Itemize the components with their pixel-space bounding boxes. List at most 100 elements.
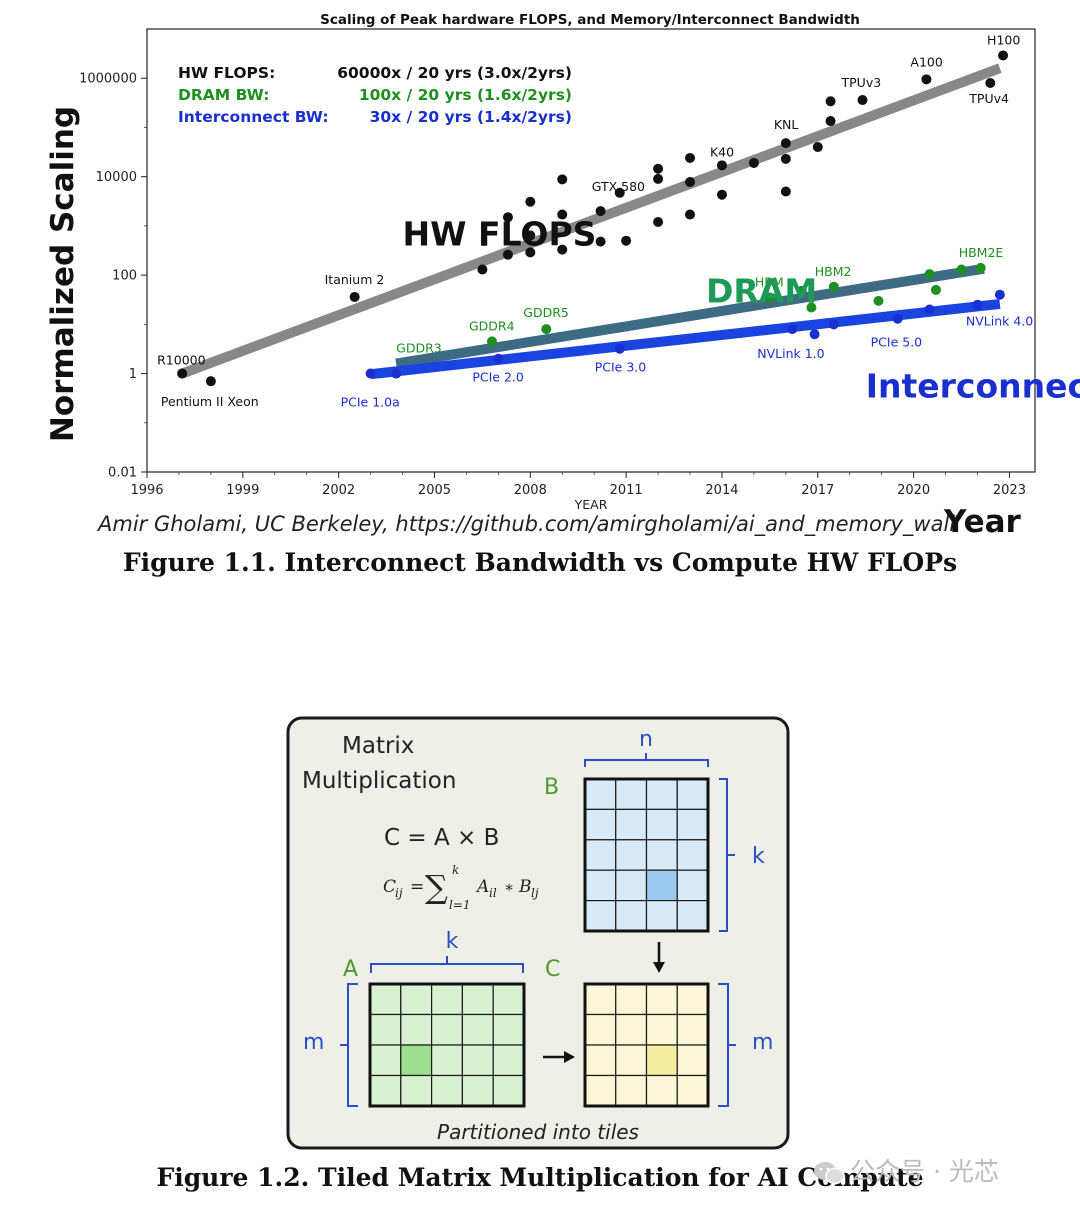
data-point-hw-flops	[812, 142, 823, 153]
matrix-c-tile	[645, 1013, 678, 1046]
annotation-hw-flops: HW FLOPS	[403, 214, 597, 253]
matrix-b-tile	[645, 869, 678, 902]
plot-frame	[146, 28, 1036, 473]
legend-name-hw-flops: HW FLOPS:	[178, 64, 275, 82]
matrix-b-tile	[645, 899, 678, 932]
trend-line-hw-flops	[180, 63, 1002, 379]
matrix-a-tile	[492, 1074, 525, 1107]
matrix-c-tile	[615, 983, 648, 1016]
watermark: 公众号 · 光芯	[812, 1152, 999, 1188]
data-point-hw-flops	[349, 291, 360, 302]
x-tick-label-2005: 2005	[418, 483, 451, 498]
figure-credit: Amir Gholami, UC Berkeley, https://githu…	[98, 512, 956, 536]
data-point-hw-flops	[780, 138, 791, 149]
matrix-c-tile	[584, 983, 617, 1016]
data-point-hw-flops	[998, 50, 1009, 61]
legend-name-dram-bw: DRAM BW:	[178, 86, 269, 104]
data-point-interconnect-bw	[809, 329, 820, 340]
dim-m-right-label: m	[752, 1030, 773, 1055]
matrix-c-tile	[615, 1044, 648, 1077]
chart-title: Scaling of Peak hardware FLOPS, and Memo…	[320, 12, 860, 28]
matrix-a-tile	[461, 1044, 494, 1077]
data-point-dram	[541, 324, 552, 335]
data-point-hw-flops	[177, 368, 188, 379]
dim-n-label: n	[639, 727, 653, 752]
sum-eq: =	[410, 877, 424, 897]
data-point-dram	[873, 295, 884, 306]
data-point-interconnect-bw	[614, 343, 625, 354]
matrix-b-tile	[676, 899, 709, 932]
data-point-hw-flops	[716, 160, 727, 171]
matrix-c-tile	[645, 1044, 678, 1077]
matrix-a-border	[368, 982, 526, 1108]
point-label-nvlink-4-0: NVLink 4.0	[966, 314, 1033, 329]
y-axis-label: Normalized Scaling	[45, 106, 81, 442]
sum-star: ∗	[504, 878, 514, 896]
x-tick-label-1999: 1999	[226, 483, 259, 498]
brace-k-right	[719, 778, 735, 932]
point-label-tpuv4: TPUv4	[968, 91, 1009, 106]
data-point-hw-flops	[685, 209, 696, 220]
data-point-interconnect-bw	[924, 304, 935, 315]
point-label-nvlink-1-0: NVLink 1.0	[757, 346, 824, 361]
data-point-hw-flops	[595, 236, 606, 247]
matrix-c-tile	[615, 1074, 648, 1107]
brace-n	[584, 753, 709, 767]
sum-lj: lj	[531, 886, 539, 900]
x-tick-label-2017: 2017	[801, 483, 834, 498]
annotation-dram: DRAM	[706, 271, 817, 310]
sum-il: il	[489, 886, 497, 900]
point-label-itanium-2: Itanium 2	[325, 272, 385, 287]
data-point-hw-flops	[653, 173, 664, 184]
matrix-a-tile	[492, 1013, 525, 1046]
year-label: Year	[944, 504, 1021, 540]
matmul-formula: C = A × B	[384, 825, 499, 851]
data-point-hw-flops	[502, 249, 513, 260]
matrix-c-tile	[645, 983, 678, 1016]
arrow-down-icon	[653, 942, 665, 973]
point-label-r10000: R10000	[157, 353, 205, 368]
y-tick-label: 1	[129, 367, 137, 382]
data-point-dram	[806, 302, 817, 313]
data-point-hw-flops	[557, 174, 568, 185]
matrix-c-tile	[676, 983, 709, 1016]
matrix-b-tile	[584, 778, 617, 810]
matrix-b-tile	[615, 869, 648, 902]
point-label-hbm2: HBM2	[815, 264, 852, 279]
data-point-hw-flops	[653, 163, 664, 174]
matrix-a-tile	[461, 983, 494, 1016]
matrix-c-tile	[676, 1013, 709, 1046]
annotation-interconnect-bw: Interconnect BW	[866, 366, 1080, 405]
data-point-hw-flops	[525, 196, 536, 207]
x-tick-label-2002: 2002	[322, 483, 355, 498]
matrix-a-tile	[400, 983, 433, 1016]
matrix-b-tile	[615, 778, 648, 810]
data-point-interconnect-bw	[892, 313, 903, 324]
watermark-text: 公众号 · 光芯	[850, 1157, 999, 1186]
point-label-pcie-2-0: PCIe 2.0	[472, 370, 524, 385]
data-point-hw-flops	[748, 157, 759, 168]
scaling-chart: Scaling of Peak hardware FLOPS, and Memo…	[45, 12, 1080, 512]
x-axis-label: YEAR	[574, 497, 608, 512]
matrix-a-tile	[431, 983, 464, 1016]
matrix-b-tile	[615, 808, 648, 841]
diagram-title-line1: Matrix	[342, 733, 414, 759]
data-point-hw-flops	[685, 152, 696, 163]
data-point-dram	[956, 264, 967, 275]
sum-ij: ij	[395, 886, 403, 900]
data-point-hw-flops	[825, 96, 836, 107]
data-point-hw-flops	[205, 376, 216, 387]
sum-A: A	[475, 877, 489, 897]
sum-top: k	[452, 863, 459, 877]
point-label-hbm2e: HBM2E	[959, 245, 1004, 260]
arrow-right-icon	[543, 1051, 575, 1063]
point-label-pcie-1-0a: PCIe 1.0a	[341, 395, 400, 410]
point-label-a100: A100	[910, 54, 942, 69]
matrix-b-tile	[584, 869, 617, 902]
data-point-dram	[828, 281, 839, 292]
matrix-a-tile	[492, 983, 525, 1016]
point-label-h100: H100	[987, 32, 1020, 47]
sum-formula: C ij = ∑ k l=1 A il ∗ B lj	[383, 863, 539, 912]
data-point-interconnect-bw	[972, 299, 983, 310]
point-label-hbm: HBM	[755, 275, 784, 290]
